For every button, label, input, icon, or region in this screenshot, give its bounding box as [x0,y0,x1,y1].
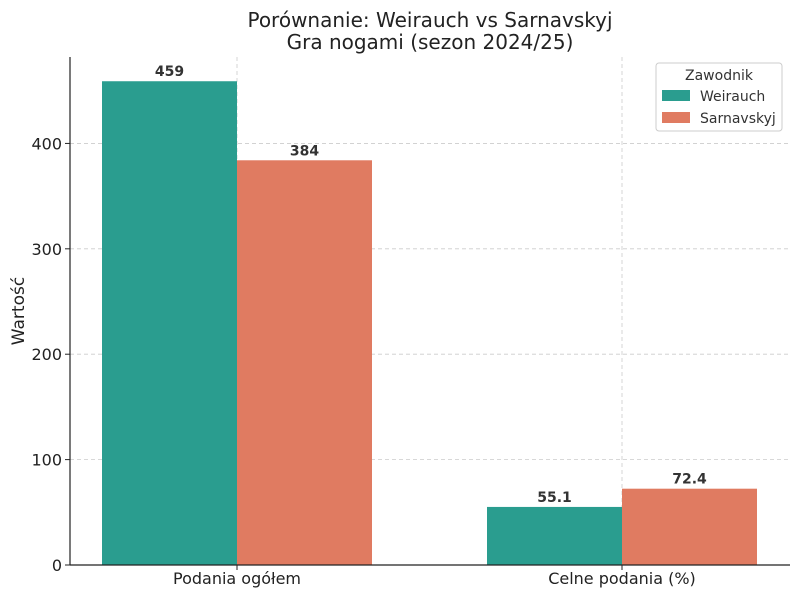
legend-swatch-weirauch [662,90,690,101]
y-axis-label: Wartość [9,277,29,345]
data-label: 459 [155,64,184,80]
legend-label: Weirauch [700,89,765,105]
y-tick-label: 200 [31,345,62,364]
y-tick-label: 300 [31,240,62,259]
legend-swatch-sarnavskyj [662,112,690,123]
x-tick-label: Celne podania (%) [548,569,696,588]
bar-weirauch-1 [487,506,622,565]
bars: 459 55.1 384 72.4 [102,64,757,565]
y-tick-label: 400 [31,134,62,153]
x-tick-label: Podania ogółem [173,569,301,588]
legend-title: Zawodnik [685,68,754,84]
y-tick-label: 100 [31,451,62,470]
bar-sarnavskyj-1 [622,488,757,565]
data-label: 72.4 [672,472,707,488]
y-tick-label: 0 [52,556,62,575]
legend-label: Sarnavskyj [700,111,776,127]
data-label: 55.1 [537,490,572,506]
chart-subtitle: Gra nogami (sezon 2024/25) [287,30,574,54]
bar-weirauch-0 [102,81,237,565]
axes: 0 100 200 300 400 Podania ogółem Celne podania… [31,57,790,588]
legend: Zawodnik Weirauch Sarnavskyj [655,62,783,132]
bar-sarnavskyj-0 [237,160,372,565]
chart-title: Porównanie: Weirauch vs Sarnavskyj [247,8,612,32]
data-label: 384 [290,143,319,159]
